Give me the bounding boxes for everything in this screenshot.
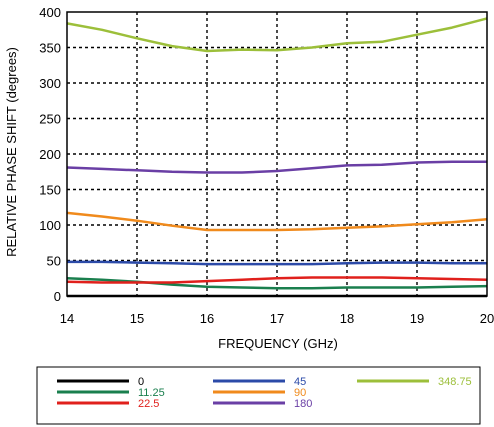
grid (67, 12, 487, 296)
y-tick-label: 100 (39, 218, 61, 233)
x-tick-label: 17 (270, 311, 284, 326)
plot-frame (66, 11, 488, 297)
legend-label: 90 (294, 387, 306, 399)
legend-label: 0 (138, 376, 144, 388)
legend-box (36, 366, 481, 425)
y-tick-label: 400 (39, 5, 61, 20)
legend-label: 22.5 (138, 398, 159, 410)
legend-label: 45 (294, 376, 306, 388)
legend-label: 348.75 (438, 376, 472, 388)
legend-label: 180 (294, 398, 312, 410)
series-line-348_75 (66, 17, 488, 53)
x-tick-label: 14 (60, 311, 74, 326)
x-tick-label: 19 (410, 311, 424, 326)
series-line-22_5 (66, 276, 488, 284)
x-tick-label: 15 (130, 311, 144, 326)
y-tick-label: 150 (39, 183, 61, 198)
x-tick-label: 16 (200, 311, 214, 326)
y-tick-labels: 0 50 100 150 200 250 300 350 400 (39, 5, 61, 304)
series-lines (66, 17, 488, 298)
x-axis-label: FREQUENCY (GHz) (218, 336, 338, 351)
legend-label: 11.25 (138, 387, 165, 399)
y-tick-label: 250 (39, 112, 61, 127)
series-line-180 (66, 160, 487, 174)
y-tick-label: 300 (39, 76, 61, 91)
x-tick-label: 18 (340, 311, 354, 326)
y-tick-label: 200 (39, 147, 61, 162)
y-tick-label: 350 (39, 41, 61, 56)
series-line-45 (67, 260, 487, 266)
x-tick-label: 20 (480, 311, 494, 326)
y-tick-label: 50 (47, 254, 61, 269)
series-line-90 (66, 211, 488, 232)
x-tick-labels: 14 15 16 17 18 19 20 (60, 311, 494, 326)
y-axis-label: RELATIVE PHASE SHIFT (degrees) (4, 47, 19, 257)
y-tick-label: 0 (54, 289, 61, 304)
